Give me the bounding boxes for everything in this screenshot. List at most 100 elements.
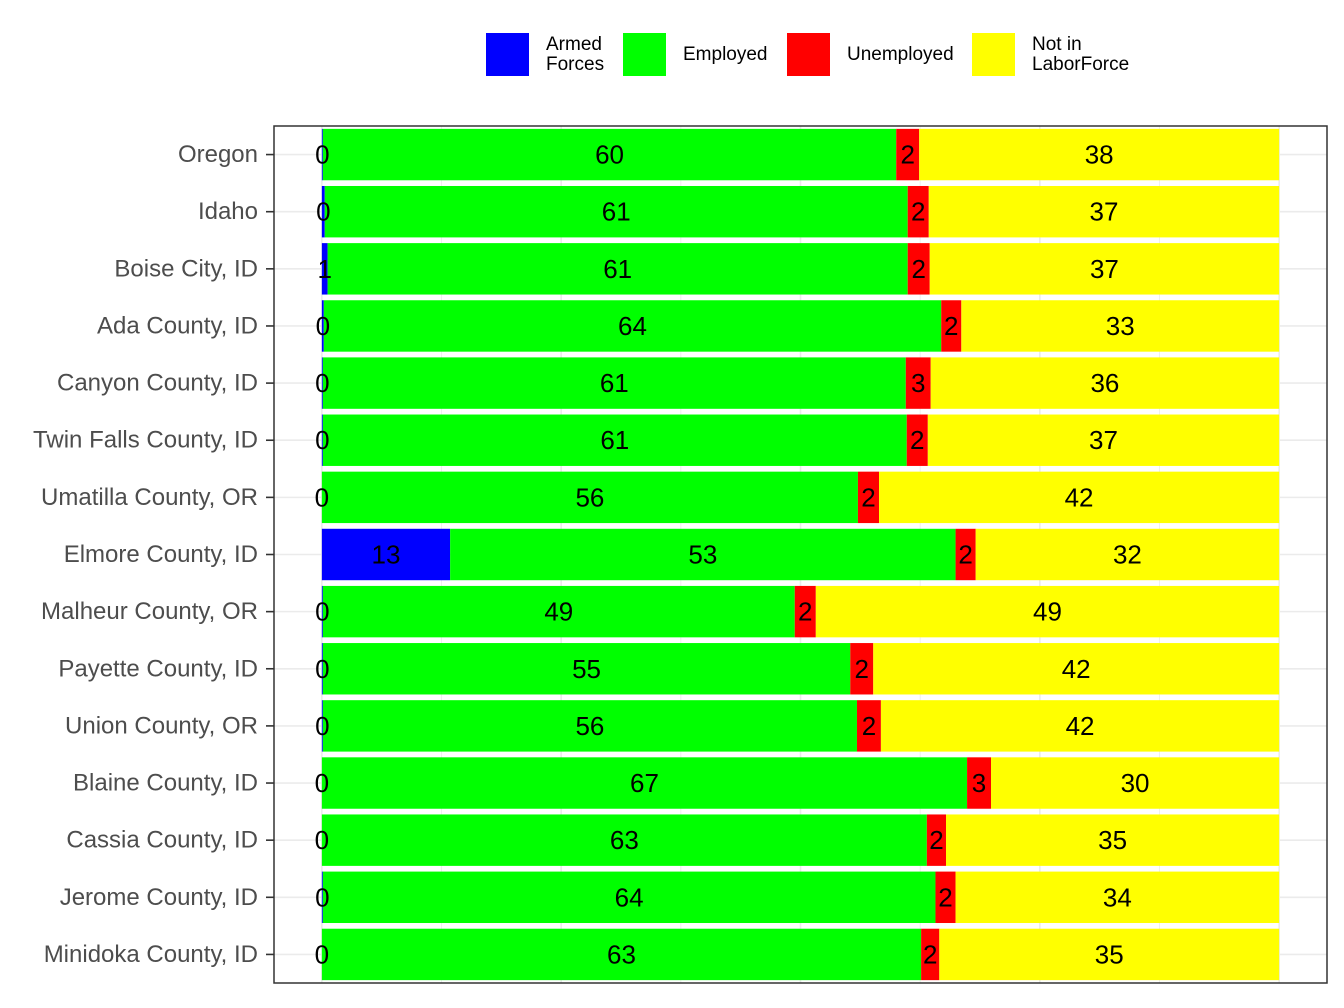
value-label-unemployed-cassia-county-id: 2 <box>929 825 943 855</box>
value-label-armed-forces-umatilla-county-or: 0 <box>315 482 329 512</box>
value-label-unemployed-canyon-county-id: 3 <box>911 368 925 398</box>
bar-employed-minidoka-county-id <box>321 928 922 981</box>
bar-unemployed-boise-city-id <box>907 243 930 295</box>
value-label-armed-forces-minidoka-county-id: 0 <box>315 939 329 969</box>
value-label-not-in-laborforce-boise-city-id: 37 <box>1090 254 1119 284</box>
bar-armed-forces-jerome-county-id <box>321 871 323 924</box>
value-label-employed-jerome-county-id: 64 <box>615 882 644 912</box>
value-label-employed-umatilla-county-or: 56 <box>575 482 604 512</box>
bar-employed-payette-county-id <box>322 643 851 695</box>
legend-label-not-in-laborforce: Not in <box>1032 34 1082 55</box>
bar-employed-boise-city-id <box>327 243 908 295</box>
value-label-not-in-laborforce-oregon: 38 <box>1085 140 1114 170</box>
bar-not-in-laborforce-union-county-or <box>880 700 1280 752</box>
bar-employed-cassia-county-id <box>321 814 927 866</box>
value-label-employed-minidoka-county-id: 63 <box>607 939 636 969</box>
value-label-not-in-laborforce-ada-county-id: 33 <box>1106 311 1135 341</box>
value-label-unemployed-idaho: 2 <box>911 197 925 227</box>
value-label-not-in-laborforce-idaho: 37 <box>1089 197 1118 227</box>
category-label-cassia-county-id: Cassia County, ID <box>66 827 258 854</box>
value-label-unemployed-twin-falls-county-id: 2 <box>910 425 924 455</box>
category-label-idaho: Idaho <box>198 198 258 225</box>
legend-swatch-employed <box>623 33 666 76</box>
bar-employed-umatilla-county-or <box>321 471 858 524</box>
bar-unemployed-union-county-or <box>856 700 881 752</box>
value-label-unemployed-boise-city-id: 2 <box>911 254 925 284</box>
bar-not-in-laborforce-boise-city-id <box>929 243 1280 295</box>
value-label-armed-forces-twin-falls-county-id: 0 <box>315 425 329 455</box>
value-label-unemployed-minidoka-county-id: 2 <box>923 939 937 969</box>
bar-not-in-laborforce-idaho <box>928 185 1280 238</box>
bar-not-in-laborforce-minidoka-county-id <box>939 928 1280 981</box>
bar-unemployed-canyon-county-id <box>905 357 931 409</box>
value-label-not-in-laborforce-union-county-or: 42 <box>1066 711 1095 741</box>
value-label-employed-cassia-county-id: 63 <box>610 825 639 855</box>
bar-unemployed-jerome-county-id <box>935 871 956 924</box>
bar-not-in-laborforce-twin-falls-county-id <box>927 414 1280 466</box>
category-label-twin-falls-county-id: Twin Falls County, ID <box>33 427 258 454</box>
value-label-not-in-laborforce-umatilla-county-or: 42 <box>1065 482 1094 512</box>
bar-not-in-laborforce-ada-county-id <box>961 300 1280 352</box>
bar-employed-idaho <box>324 185 908 238</box>
value-label-armed-forces-oregon: 0 <box>315 140 329 170</box>
value-label-unemployed-umatilla-county-or: 2 <box>861 482 875 512</box>
legend-swatch-armed-forces <box>486 33 529 76</box>
legend-label-not-in-laborforce: LaborForce <box>1032 54 1129 75</box>
value-label-armed-forces-boise-city-id: 1 <box>318 254 332 284</box>
bar-employed-canyon-county-id <box>322 357 906 409</box>
y-axis: Oregon Idaho Boise City, ID Ada County, ID C… <box>33 141 274 968</box>
category-label-boise-city-id: Boise City, ID <box>114 255 258 282</box>
legend-label-unemployed: Unemployed <box>847 44 954 65</box>
bar-armed-forces-payette-county-id <box>321 643 323 695</box>
value-label-not-in-laborforce-malheur-county-or: 49 <box>1033 597 1062 627</box>
value-label-unemployed-payette-county-id: 2 <box>855 654 869 684</box>
category-label-union-county-or: Union County, OR <box>65 712 258 739</box>
category-label-ada-county-id: Ada County, ID <box>97 312 258 339</box>
legend-item-unemployed: Unemployed <box>787 33 954 76</box>
value-label-employed-malheur-county-or: 49 <box>544 597 573 627</box>
bar-not-in-laborforce-elmore-county-id <box>975 528 1280 581</box>
value-label-not-in-laborforce-elmore-county-id: 32 <box>1113 540 1142 570</box>
bar-not-in-laborforce-payette-county-id <box>873 643 1280 695</box>
category-label-payette-county-id: Payette County, ID <box>58 655 258 682</box>
bar-employed-oregon <box>322 128 897 181</box>
bar-unemployed-twin-falls-county-id <box>906 414 928 466</box>
value-label-not-in-laborforce-minidoka-county-id: 35 <box>1095 939 1124 969</box>
value-label-unemployed-blaine-county-id: 3 <box>972 768 986 798</box>
legend-swatch-unemployed <box>787 33 830 76</box>
value-label-armed-forces-malheur-county-or: 0 <box>315 597 329 627</box>
value-label-armed-forces-ada-county-id: 0 <box>316 311 330 341</box>
category-label-oregon: Oregon <box>178 141 258 168</box>
bar-employed-elmore-county-id <box>450 528 956 581</box>
bar-armed-forces-elmore-county-id <box>321 528 451 581</box>
legend-swatch-not-in-laborforce <box>972 33 1015 76</box>
bar-employed-jerome-county-id <box>322 871 936 924</box>
value-label-unemployed-elmore-county-id: 2 <box>958 540 972 570</box>
category-label-minidoka-county-id: Minidoka County, ID <box>44 941 258 968</box>
legend-label-armed-forces: Forces <box>546 54 604 75</box>
value-label-not-in-laborforce-blaine-county-id: 30 <box>1121 768 1150 798</box>
bar-unemployed-minidoka-county-id <box>921 928 940 981</box>
value-label-employed-elmore-county-id: 53 <box>688 540 717 570</box>
value-label-employed-oregon: 60 <box>595 140 624 170</box>
category-label-umatilla-county-or: Umatilla County, OR <box>41 484 258 511</box>
bar-employed-malheur-county-or <box>322 585 795 638</box>
value-label-unemployed-ada-county-id: 2 <box>944 311 958 341</box>
bar-unemployed-blaine-county-id <box>967 757 991 809</box>
bar-armed-forces-canyon-county-id <box>321 357 323 409</box>
bar-armed-forces-oregon <box>321 128 323 181</box>
value-labels: 0 60 2 380 61 2 371 61 2 370 64 2 330 61 3 360 61 2 370 56 2… <box>315 140 1150 970</box>
value-label-not-in-laborforce-twin-falls-county-id: 37 <box>1089 425 1118 455</box>
value-label-employed-payette-county-id: 55 <box>572 654 601 684</box>
value-label-not-in-laborforce-cassia-county-id: 35 <box>1098 825 1127 855</box>
value-label-armed-forces-union-county-or: 0 <box>315 711 329 741</box>
value-label-armed-forces-payette-county-id: 0 <box>315 654 329 684</box>
bar-unemployed-malheur-county-or <box>794 585 816 638</box>
bar-not-in-laborforce-umatilla-county-or <box>878 471 1280 524</box>
bar-armed-forces-union-county-or <box>321 700 323 752</box>
legend-label-armed-forces: Armed <box>546 34 602 55</box>
